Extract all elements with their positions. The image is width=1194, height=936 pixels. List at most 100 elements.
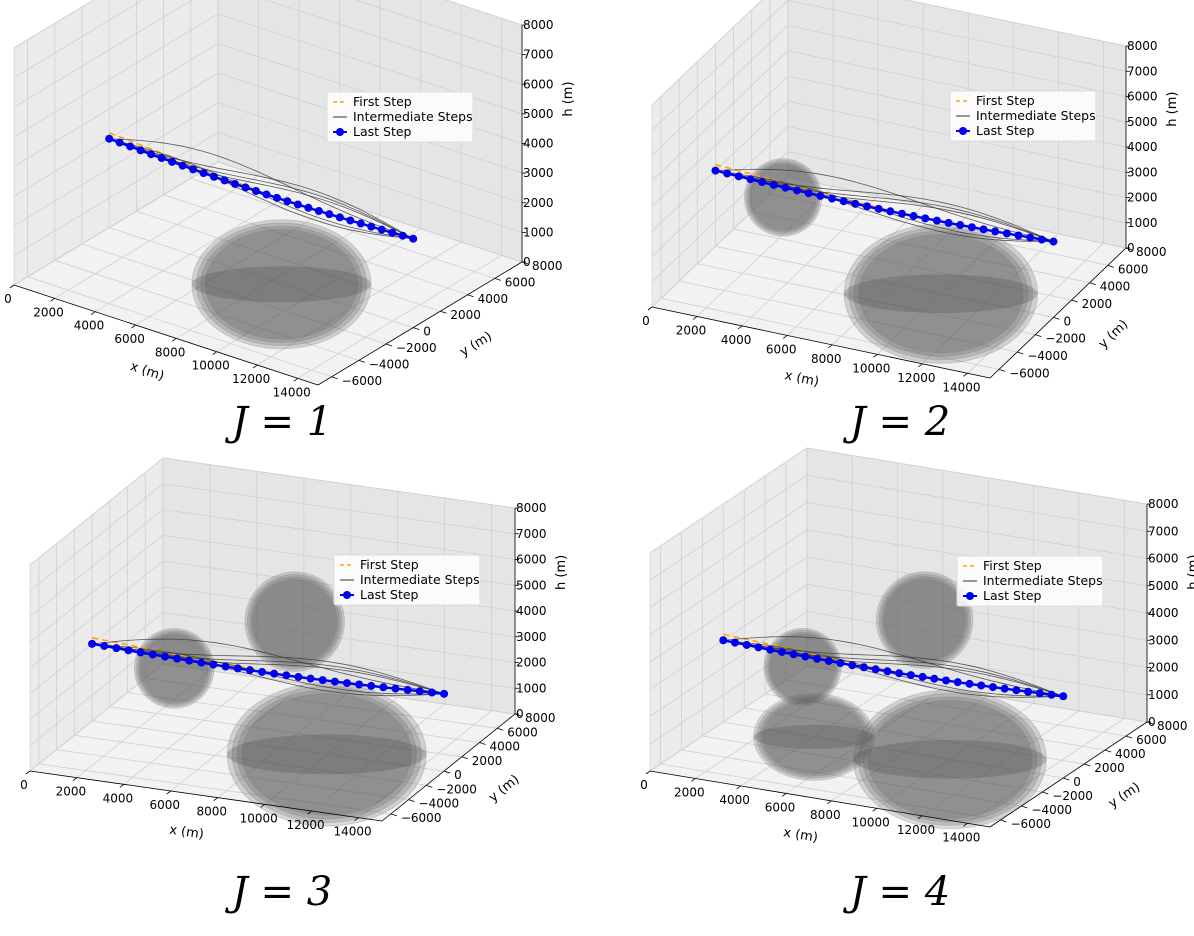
hemisphere-base — [853, 740, 1047, 779]
y-tick-mark — [1042, 791, 1049, 795]
x-tick-label: 8000 — [811, 352, 842, 366]
obstacle-sphere — [843, 223, 1039, 364]
last-step-marker — [1026, 233, 1035, 242]
last-step-marker — [930, 674, 939, 683]
y-tick-label: −2000 — [1052, 789, 1093, 803]
x-tick-mark — [119, 784, 125, 788]
last-step-marker — [356, 219, 365, 228]
last-step-marker — [932, 216, 941, 225]
x-tick-label: 10000 — [240, 811, 278, 825]
z-tick-label: 5000 — [1148, 579, 1179, 593]
last-step-marker — [1047, 690, 1056, 699]
y-tick-mark — [998, 368, 1006, 372]
x-tick-label: 6000 — [765, 800, 796, 814]
last-step-marker — [355, 680, 364, 689]
legend-entry: Last Step — [983, 588, 1042, 603]
y-tick-mark — [1035, 334, 1042, 338]
y-tick-label: 6000 — [1136, 733, 1167, 747]
x-axis-line — [29, 770, 383, 822]
obstacle-sphere — [753, 693, 875, 781]
z-tick-label: 2000 — [516, 656, 547, 670]
last-step-marker — [124, 646, 133, 655]
z-tick-label: 4000 — [523, 137, 554, 151]
sphere-layer — [857, 692, 1043, 826]
x-tick-label: 4000 — [721, 333, 752, 347]
z-tick-label: 2000 — [523, 196, 554, 210]
last-step-marker — [730, 638, 739, 647]
last-step-marker — [836, 659, 845, 668]
legend-last-step-marker — [966, 592, 974, 600]
intermediate-step-line — [723, 639, 1064, 697]
y-tick-mark — [497, 727, 504, 731]
x-tick-label: 0 — [4, 292, 12, 306]
y-tick-label: 0 — [454, 768, 462, 782]
last-step-marker — [789, 650, 798, 659]
last-step-marker — [335, 213, 344, 222]
last-step-marker — [391, 684, 400, 693]
last-step-marker — [367, 681, 376, 690]
y-tick-mark — [1053, 316, 1060, 320]
y-tick-label: −4000 — [419, 797, 460, 811]
sphere-layer — [875, 571, 974, 669]
x-tick-label: 6000 — [114, 332, 145, 346]
grid-line-z — [13, 0, 523, 108]
x-tick-label: 4000 — [74, 319, 105, 333]
last-step-marker — [304, 203, 313, 212]
last-step-marker — [367, 222, 376, 231]
legend-box — [333, 554, 481, 606]
x-tick-mark — [131, 324, 136, 329]
grid-line-z — [13, 13, 523, 138]
y-tick-mark — [1107, 264, 1114, 268]
z-tick-label: 7000 — [523, 48, 554, 62]
y-tick-label: −4000 — [369, 357, 410, 371]
z-tick-label: 6000 — [1148, 552, 1179, 566]
last-step-marker — [766, 645, 775, 654]
y-tick-mark — [358, 360, 365, 363]
y-tick-label: 6000 — [507, 725, 538, 739]
hemisphere-base — [753, 724, 875, 749]
last-step-marker — [828, 194, 837, 203]
y-tick-mark — [1063, 777, 1070, 781]
sphere-layer — [858, 233, 1024, 354]
z-tick-label: 7000 — [1127, 64, 1158, 78]
last-step-marker — [895, 669, 904, 678]
last-step-marker — [294, 672, 303, 681]
last-step-marker — [754, 643, 763, 652]
grid-line-z — [29, 509, 516, 617]
y-tick-mark — [408, 799, 415, 802]
x-axis-label: x (m) — [168, 823, 204, 843]
last-step-marker — [1000, 684, 1009, 693]
last-step-marker — [293, 200, 302, 209]
last-step-marker — [1037, 235, 1046, 244]
y-tick-mark — [385, 343, 393, 347]
x-tick-label: 8000 — [196, 805, 227, 819]
intermediate-step-line — [92, 638, 445, 695]
sphere-layer — [195, 222, 368, 347]
x-tick-label: 10000 — [192, 359, 230, 373]
last-step-marker — [871, 665, 880, 674]
last-step-marker — [918, 672, 927, 681]
intermediate-step-line — [92, 643, 445, 695]
z-axis-label: h (m) — [561, 81, 576, 116]
grid-line-z — [651, 100, 1127, 232]
x-axis-label: x (m) — [128, 359, 166, 384]
last-step-marker — [769, 180, 778, 189]
x-tick-mark — [736, 785, 741, 790]
z-tick-label: 1000 — [516, 681, 547, 695]
last-step-marker — [711, 166, 720, 175]
x-tick-mark — [90, 311, 96, 315]
last-step-marker — [251, 186, 260, 195]
last-step-marker — [185, 656, 194, 665]
y-tick-label: −2000 — [396, 341, 437, 355]
last-step-marker — [874, 204, 883, 213]
x-axis-label: x (m) — [782, 825, 819, 845]
last-step-marker — [173, 654, 182, 663]
y-tick-label: 8000 — [532, 259, 563, 273]
z-tick-label: 4000 — [516, 604, 547, 618]
grid-line-z — [13, 161, 523, 286]
sphere-layer — [226, 682, 427, 827]
x-axis-label: x (m) — [783, 368, 820, 390]
y-tick-mark — [1000, 819, 1007, 823]
obstacle-sphere — [875, 571, 974, 669]
